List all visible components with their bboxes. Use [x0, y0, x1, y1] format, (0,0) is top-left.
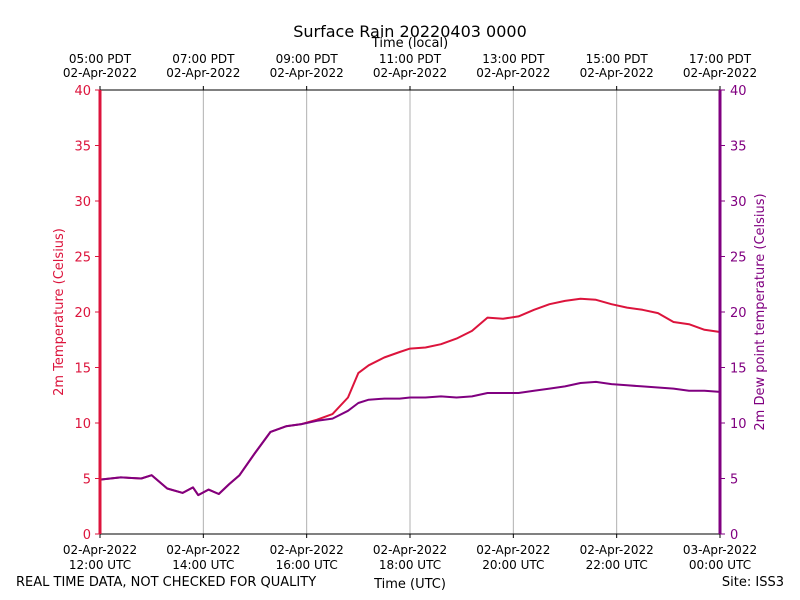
site-label: Site: ISS3 [721, 575, 784, 590]
y-right-tick-label: 5 [730, 473, 738, 488]
x-axis-label: Time (UTC) [373, 577, 446, 592]
y-right-tick-label: 0 [730, 528, 738, 543]
y-left-tick-label: 15 [74, 362, 91, 377]
x-tick-time: 12:00 UTC [69, 558, 131, 572]
y-right-tick-label: 40 [730, 84, 747, 99]
right-axis-label: 2m Dew point temperature (Celsius) [753, 193, 768, 430]
x-tick-date: 03-Apr-2022 [683, 543, 757, 557]
top-axis-label: Time (local) [371, 36, 448, 51]
top-tick-date: 02-Apr-2022 [373, 66, 447, 80]
top-tick-time: 07:00 PDT [172, 52, 235, 66]
y-left-tick-label: 10 [74, 417, 91, 432]
top-tick-time: 09:00 PDT [276, 52, 339, 66]
y-right-tick-label: 20 [730, 306, 747, 321]
x-tick-date: 02-Apr-2022 [580, 543, 654, 557]
x-tick-date: 02-Apr-2022 [373, 543, 447, 557]
y-left-tick-label: 0 [83, 528, 91, 543]
left-axis-label: 2m Temperature (Celsius) [52, 228, 67, 396]
top-tick-date: 02-Apr-2022 [63, 66, 137, 80]
x-tick-time: 18:00 UTC [379, 558, 441, 572]
top-tick-time: 17:00 PDT [689, 52, 752, 66]
x-tick-time: 00:00 UTC [689, 558, 751, 572]
quality-note: REAL TIME DATA, NOT CHECKED FOR QUALITY [16, 575, 317, 590]
top-tick-time: 11:00 PDT [379, 52, 442, 66]
y-right-tick-label: 15 [730, 362, 747, 377]
x-tick-date: 02-Apr-2022 [63, 543, 137, 557]
y-right-tick-label: 25 [730, 251, 747, 266]
y-left-tick-label: 25 [74, 251, 91, 266]
grid-lines [202, 90, 618, 534]
y-left-tick-label: 20 [74, 306, 91, 321]
top-tick-date: 02-Apr-2022 [683, 66, 757, 80]
top-tick-date: 02-Apr-2022 [476, 66, 550, 80]
x-tick-time: 14:00 UTC [172, 558, 234, 572]
top-tick-time: 13:00 PDT [482, 52, 545, 66]
series-layer [99, 297, 721, 497]
x-tick-time: 22:00 UTC [586, 558, 648, 572]
dewpoint-line [99, 380, 721, 497]
top-tick-time: 15:00 PDT [586, 52, 649, 66]
top-tick-date: 02-Apr-2022 [580, 66, 654, 80]
x-tick-date: 02-Apr-2022 [270, 543, 344, 557]
y-left-tick-label: 35 [74, 140, 91, 155]
x-tick-date: 02-Apr-2022 [476, 543, 550, 557]
y-right-tick-label: 35 [730, 140, 747, 155]
y-left-tick-label: 40 [74, 84, 91, 99]
y-right-tick-label: 30 [730, 195, 747, 210]
y-right-tick-label: 10 [730, 417, 747, 432]
y-left-tick-label: 5 [83, 473, 91, 488]
top-tick-time: 05:00 PDT [69, 52, 132, 66]
x-tick-time: 16:00 UTC [276, 558, 338, 572]
x-tick-time: 20:00 UTC [482, 558, 544, 572]
top-tick-date: 02-Apr-2022 [270, 66, 344, 80]
x-tick-date: 02-Apr-2022 [166, 543, 240, 557]
y-left-tick-label: 30 [74, 195, 91, 210]
chart-title: Surface Rain 20220403 0000 [293, 22, 527, 41]
top-tick-date: 02-Apr-2022 [166, 66, 240, 80]
